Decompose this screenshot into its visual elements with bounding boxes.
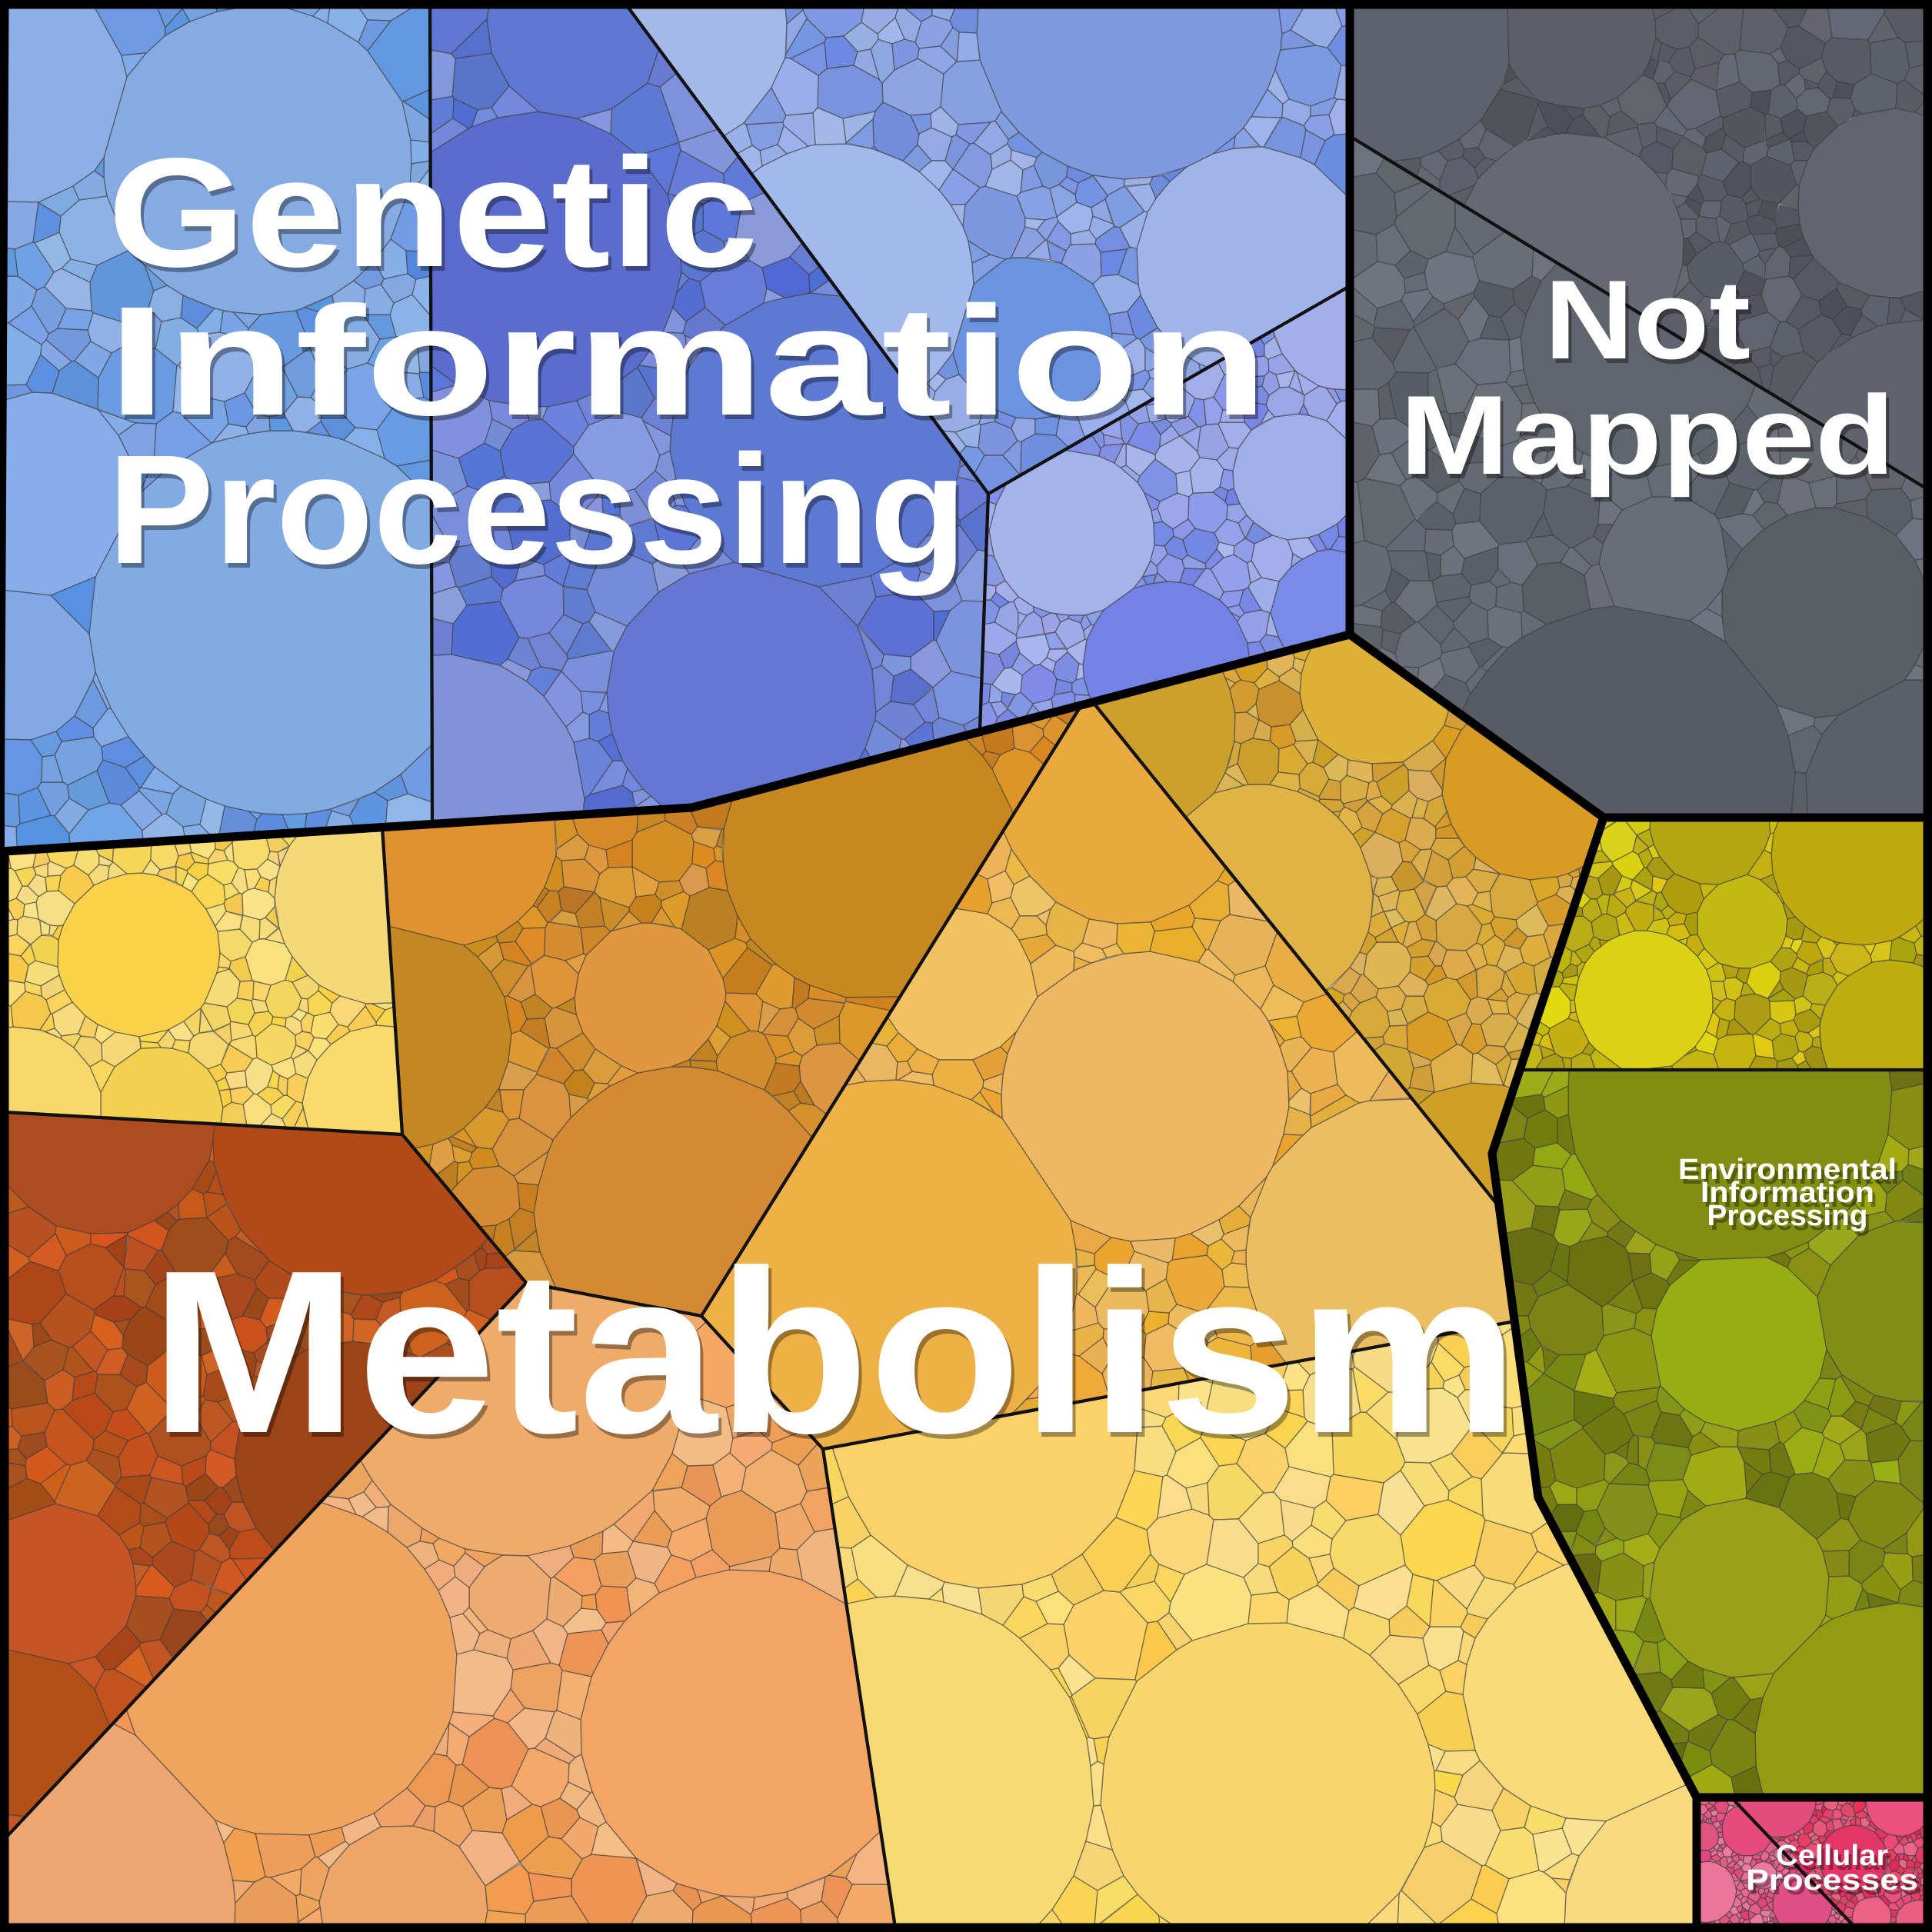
svg-text:Metabolism: Metabolism: [150, 1222, 1519, 1481]
svg-text:Mapped: Mapped: [1400, 372, 1895, 498]
svg-text:Not: Not: [1544, 257, 1750, 382]
svg-text:Processing: Processing: [108, 422, 967, 596]
svg-text:Processing: Processing: [1707, 1200, 1868, 1232]
svg-text:Processes: Processes: [1746, 1864, 1918, 1897]
